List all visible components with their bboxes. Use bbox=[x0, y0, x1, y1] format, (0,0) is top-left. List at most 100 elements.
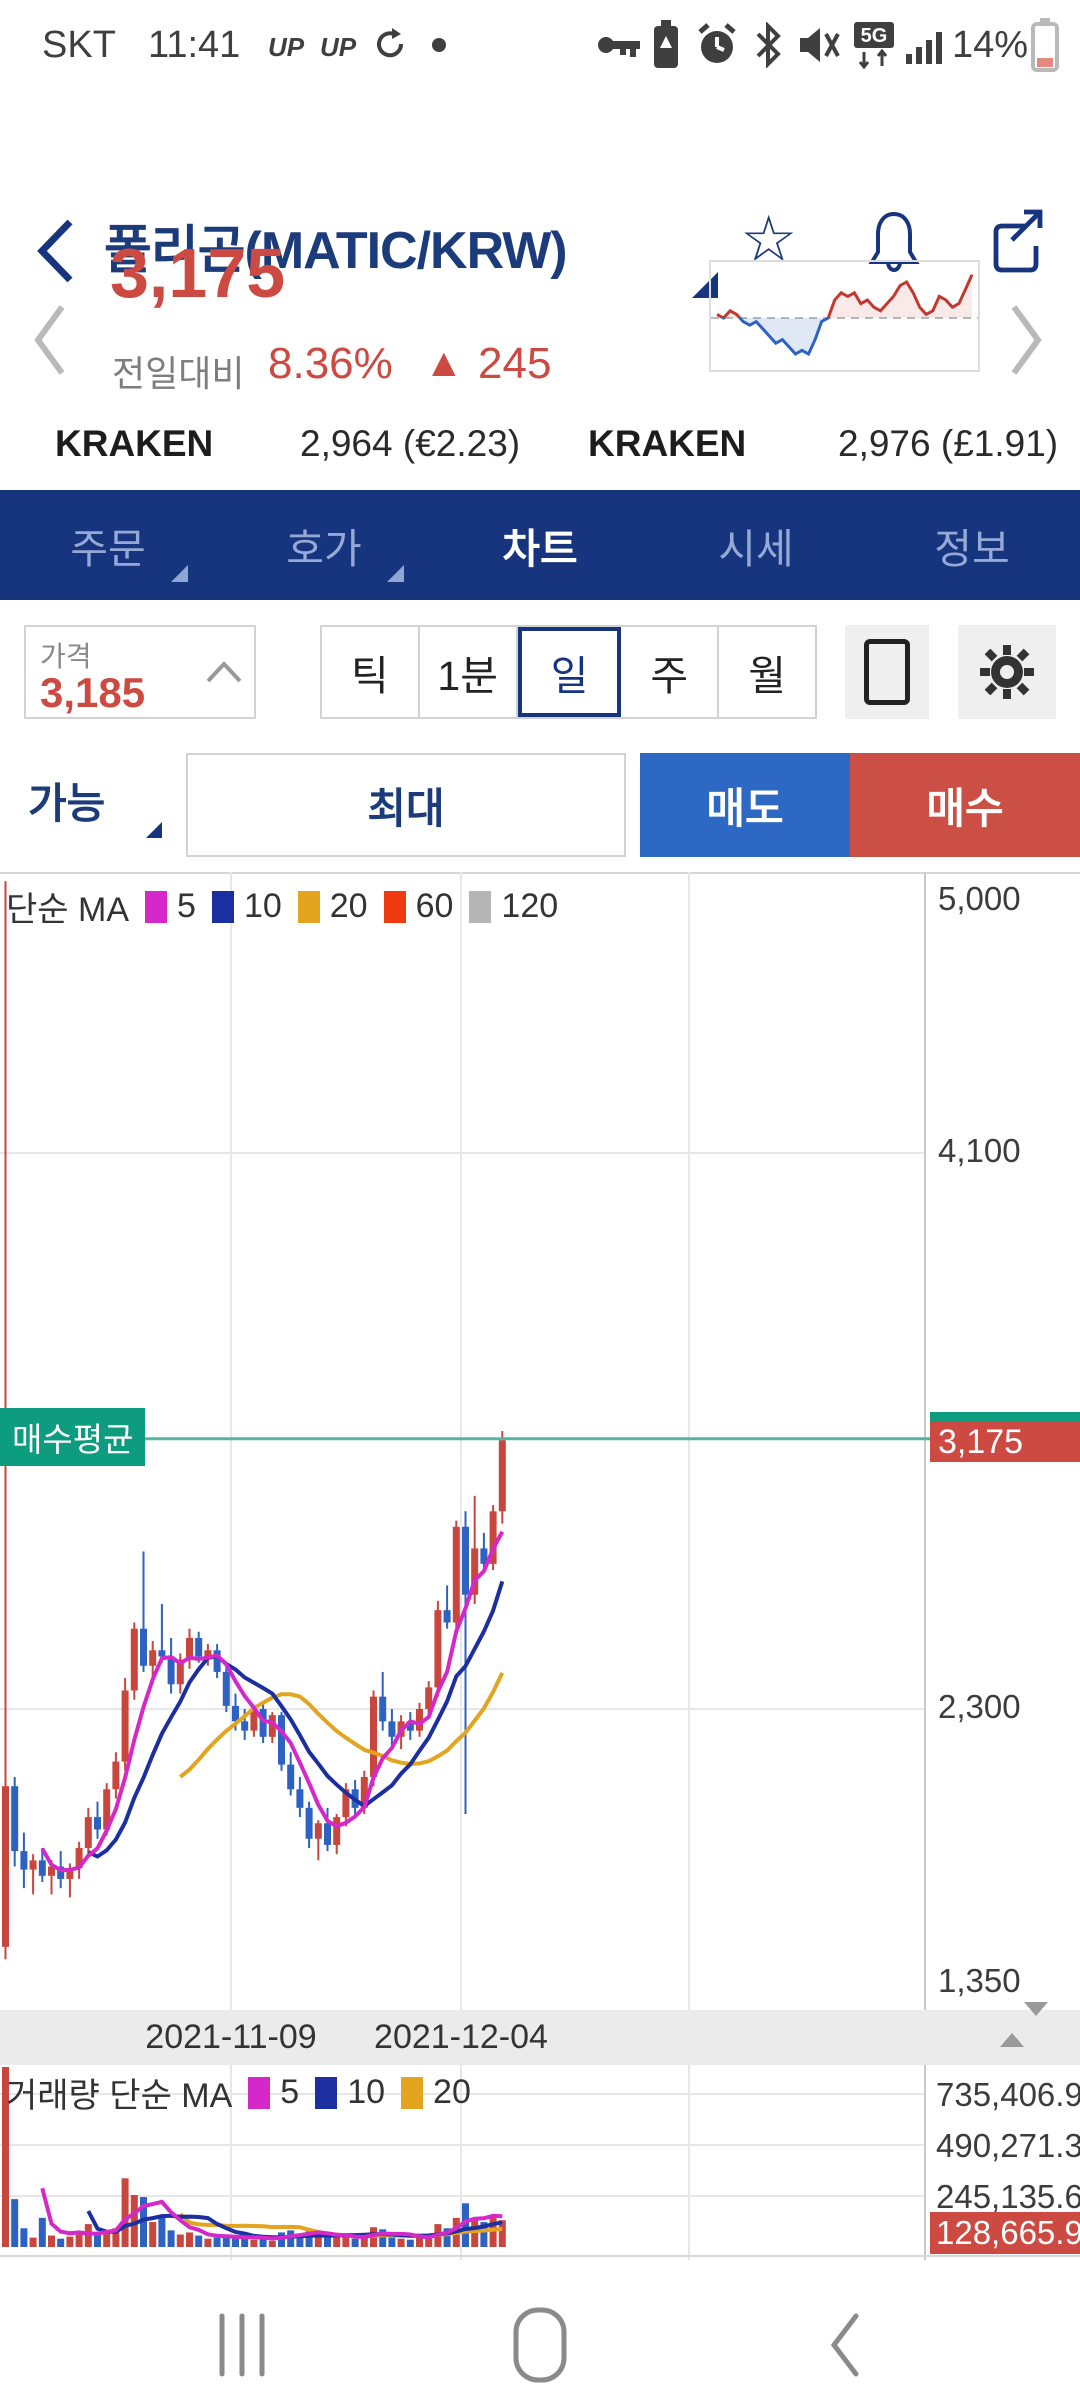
tab-quotes[interactable]: 시세 bbox=[718, 526, 794, 572]
up-badge-1: UP bbox=[268, 32, 305, 62]
vol-ma10-swatch bbox=[315, 2076, 338, 2109]
tab-orderbook[interactable]: 호가 bbox=[216, 490, 432, 600]
price-select-box[interactable]: 가격 3,185 bbox=[24, 625, 256, 719]
favorite-star-icon[interactable]: ☆ bbox=[740, 203, 798, 275]
ma10-swatch bbox=[211, 890, 234, 923]
volume-axis-label: 490,271.313 bbox=[936, 2127, 1080, 2164]
ma-legend: 단순 MA 5 10 20 60 120 bbox=[6, 882, 558, 931]
header: 폴리곤(MATIC/KRW) ☆ bbox=[0, 90, 1080, 298]
current-price: 3,175 bbox=[110, 234, 286, 312]
carrier-label: SKT bbox=[42, 24, 116, 66]
sell-button[interactable]: 매도 bbox=[640, 753, 850, 857]
vol-ma5-line bbox=[40, 2187, 503, 2241]
share-icon[interactable] bbox=[982, 206, 1050, 276]
buy-average-badge: 매수평균 bbox=[0, 1408, 146, 1466]
ma10-line bbox=[87, 1580, 505, 1859]
phone-frame-icon bbox=[864, 639, 910, 705]
ma5-swatch bbox=[145, 890, 168, 923]
tab-caret-icon bbox=[171, 565, 188, 582]
chevron-up-icon bbox=[206, 661, 242, 683]
key-icon bbox=[598, 37, 640, 57]
chart-settings-button[interactable] bbox=[958, 625, 1056, 719]
volume-legend-title: 거래량 단순 MA bbox=[6, 2077, 233, 2115]
change-label: 전일대비 bbox=[112, 353, 245, 394]
max-button[interactable]: 최대 bbox=[186, 753, 626, 857]
period-week[interactable]: 주 bbox=[621, 627, 720, 717]
available-label: 가능 bbox=[28, 780, 106, 827]
status-time: 11:41 bbox=[148, 24, 241, 66]
network-5g-icon: 5G bbox=[854, 22, 894, 70]
battery-icon bbox=[1031, 18, 1059, 72]
price-select-value: 3,185 bbox=[40, 669, 146, 716]
volume-ma-legend: 거래량 단순 MA 5 10 20 bbox=[6, 2068, 471, 2117]
signal-icon bbox=[906, 32, 942, 64]
alarm-icon bbox=[698, 23, 736, 63]
svg-text:5G: 5G bbox=[861, 25, 888, 47]
date-label: 2021-12-04 bbox=[374, 2018, 548, 2056]
next-coin-icon[interactable] bbox=[1008, 303, 1046, 377]
alert-bell-icon[interactable] bbox=[862, 208, 926, 276]
home-button[interactable] bbox=[508, 2304, 572, 2386]
period-day[interactable]: 일 bbox=[517, 627, 622, 717]
candles-group bbox=[2, 881, 506, 1960]
period-month[interactable]: 월 bbox=[719, 627, 815, 717]
period-1min[interactable]: 1분 bbox=[419, 627, 518, 717]
change-percent: 8.36% bbox=[268, 339, 393, 388]
tab-caret-icon bbox=[387, 565, 404, 582]
period-selector: 틱 1분 일 주 월 bbox=[320, 625, 817, 719]
bluetooth-icon bbox=[756, 22, 781, 68]
mute-icon bbox=[800, 28, 840, 62]
ma60-swatch bbox=[383, 890, 406, 923]
buy-button[interactable]: 매수 bbox=[850, 753, 1080, 857]
title-caret-icon bbox=[692, 272, 718, 298]
price-select-label: 가격 bbox=[40, 641, 92, 672]
available-selector[interactable]: 가능 bbox=[28, 770, 162, 838]
current-price-axis-badge: 3,175 bbox=[930, 1412, 1080, 1462]
recent-apps-button[interactable] bbox=[212, 2308, 272, 2382]
price-axis-label: 5,000 bbox=[938, 880, 1021, 917]
battery-saver-icon bbox=[654, 20, 678, 68]
fullscreen-toggle-button[interactable] bbox=[845, 625, 929, 719]
ma20-line bbox=[179, 1672, 505, 1779]
price-axis-label: 4,100 bbox=[938, 1132, 1021, 1169]
period-tick[interactable]: 틱 bbox=[322, 627, 420, 717]
current-volume-badge: 128,665.902 bbox=[930, 2212, 1080, 2254]
volume-axis-label: 245,135.657 bbox=[936, 2178, 1080, 2215]
back-icon[interactable] bbox=[34, 218, 78, 284]
battery-percent-label: 14% bbox=[952, 24, 1029, 66]
android-nav-bar bbox=[0, 2290, 1080, 2400]
change-arrow-icon: ▲ bbox=[424, 341, 464, 385]
prev-coin-icon[interactable] bbox=[30, 303, 68, 377]
back-nav-button[interactable] bbox=[822, 2310, 866, 2380]
price-axis-label: 1,350 bbox=[938, 1962, 1021, 1999]
exchange-compare-row: KRAKEN 2,964 (€2.23) KRAKEN 2,976 (£1.91… bbox=[0, 395, 1080, 490]
ma-legend-title: 단순 MA bbox=[6, 891, 130, 929]
price-summary: 3,175 전일대비 8.36% ▲ 245 bbox=[0, 215, 1080, 395]
refresh-icon bbox=[377, 28, 404, 58]
tab-info[interactable]: 정보 bbox=[934, 526, 1010, 572]
main-tab-bar: 주문 호가 차트 시세 정보 bbox=[0, 490, 1080, 600]
change-amount: 245 bbox=[478, 339, 552, 388]
tab-chart[interactable]: 차트 bbox=[502, 526, 578, 572]
vol-ma20-swatch bbox=[401, 2076, 424, 2109]
exchange-name: KRAKEN bbox=[55, 423, 214, 464]
price-chart-canvas[interactable] bbox=[0, 872, 1080, 2010]
ma20-swatch bbox=[297, 890, 320, 923]
exchange-value: 2,964 (€2.23) bbox=[300, 423, 521, 464]
volume-chart-canvas[interactable] bbox=[0, 2065, 1080, 2260]
dot-icon bbox=[432, 38, 446, 52]
available-caret-icon bbox=[146, 822, 162, 838]
up-badge-2: UP bbox=[320, 32, 357, 62]
date-axis-strip[interactable]: 2021-11-09 2021-12-04 bbox=[0, 2002, 1080, 2065]
gear-icon bbox=[980, 645, 1034, 699]
mini-chart-frame[interactable] bbox=[709, 260, 980, 372]
panel-resize-icon[interactable] bbox=[1000, 2002, 1048, 2047]
exchange-name: KRAKEN bbox=[588, 423, 747, 464]
volume-axis-label: 735,406.970 bbox=[936, 2076, 1080, 2113]
status-bar: SKT 11:41 UP UP 5G 14% bbox=[0, 0, 1080, 90]
page-title[interactable]: 폴리곤(MATIC/KRW) bbox=[104, 222, 568, 280]
vol-ma5-swatch bbox=[248, 2076, 271, 2109]
tab-order[interactable]: 주문 bbox=[0, 490, 216, 600]
price-axis-label: 2,300 bbox=[938, 1688, 1021, 1725]
